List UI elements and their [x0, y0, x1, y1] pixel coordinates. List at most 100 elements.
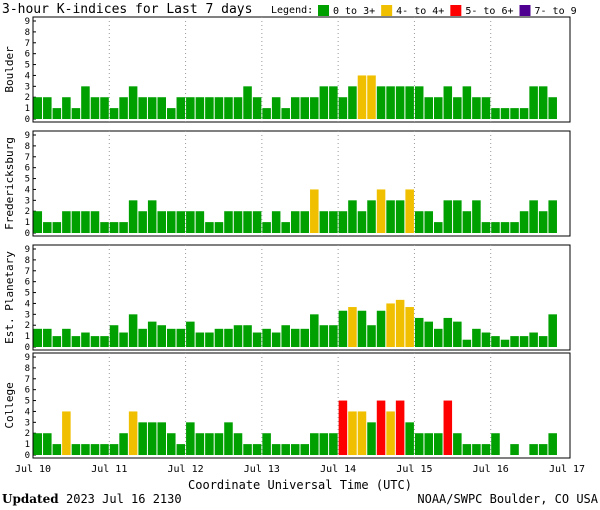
- bar: [119, 332, 128, 347]
- bar: [529, 200, 538, 233]
- bar: [500, 222, 510, 233]
- panel-label: College: [3, 382, 16, 428]
- bar: [271, 97, 281, 119]
- bar: [386, 86, 395, 119]
- bar: [300, 211, 310, 233]
- bar: [281, 444, 290, 455]
- bar: [186, 97, 195, 119]
- bar: [62, 211, 71, 233]
- bar: [157, 97, 166, 119]
- y-tick-label: 9: [25, 131, 30, 141]
- y-tick-label: 2: [25, 321, 30, 331]
- bar: [491, 108, 500, 119]
- bar: [329, 86, 338, 119]
- bar: [319, 325, 329, 347]
- bar: [71, 336, 81, 347]
- bar: [472, 328, 481, 347]
- bar: [290, 211, 300, 233]
- bar: [386, 303, 395, 347]
- legend-swatch: [450, 5, 462, 16]
- bar: [548, 200, 557, 233]
- bar: [290, 444, 300, 455]
- bar: [262, 328, 271, 347]
- y-tick-label: 4: [25, 299, 30, 309]
- bar: [262, 222, 271, 233]
- bar: [405, 86, 414, 119]
- bar: [414, 433, 424, 455]
- bar: [90, 444, 100, 455]
- bar: [491, 336, 500, 347]
- bar: [529, 332, 538, 347]
- y-tick-label: 6: [25, 278, 30, 288]
- bar: [186, 321, 195, 347]
- y-tick-label: 0: [25, 343, 30, 353]
- bar: [100, 222, 109, 233]
- legend-label: 7- to 9: [535, 6, 577, 17]
- bar: [43, 97, 52, 119]
- bar: [510, 336, 519, 347]
- legend-swatch: [318, 5, 329, 16]
- y-tick-label: 9: [25, 245, 30, 255]
- y-tick-label: 7: [25, 375, 30, 385]
- bar: [357, 211, 367, 233]
- panel-frame: [32, 130, 571, 237]
- bar: [128, 314, 138, 347]
- y-tick-label: 8: [25, 256, 30, 266]
- legend-swatch: [381, 5, 393, 16]
- bar: [510, 108, 519, 119]
- bar: [119, 222, 128, 233]
- bar: [386, 200, 395, 233]
- bar: [167, 108, 176, 119]
- bar: [443, 200, 453, 233]
- bar: [500, 108, 510, 119]
- bar: [224, 211, 233, 233]
- bar: [329, 433, 338, 455]
- bar: [453, 97, 462, 119]
- bar: [52, 108, 62, 119]
- bar: [290, 328, 300, 347]
- bar: [357, 310, 367, 347]
- footer-date: 2023 Jul 16 2130: [66, 492, 182, 506]
- bar: [243, 86, 252, 119]
- bar: [319, 211, 329, 233]
- bar: [367, 422, 376, 455]
- y-tick-label: 5: [25, 397, 30, 407]
- bar: [300, 444, 310, 455]
- x-tick-label: Jul 10: [15, 464, 51, 475]
- bar: [167, 433, 176, 455]
- y-tick-label: 1: [25, 440, 30, 450]
- bar: [348, 200, 357, 233]
- bar: [252, 332, 262, 347]
- bar: [453, 433, 462, 455]
- bar: [214, 328, 224, 347]
- legend-label: 0 to 3+: [333, 6, 375, 17]
- bar: [90, 211, 100, 233]
- bar: [205, 222, 214, 233]
- bar: [43, 328, 52, 347]
- bar: [147, 97, 157, 119]
- bar: [271, 211, 281, 233]
- x-tick-label: Jul 15: [396, 464, 432, 475]
- bar: [176, 444, 186, 455]
- bar: [548, 97, 557, 119]
- footer-label: Updated: [2, 492, 59, 506]
- bar: [519, 108, 529, 119]
- bar: [462, 444, 472, 455]
- bar: [443, 400, 453, 455]
- y-tick-label: 3: [25, 196, 30, 206]
- bar: [310, 433, 319, 455]
- panel-frame: [32, 244, 571, 351]
- y-tick-label: 8: [25, 364, 30, 374]
- y-tick-label: 2: [25, 207, 30, 217]
- bar: [453, 200, 462, 233]
- bar: [100, 97, 109, 119]
- bar: [472, 97, 481, 119]
- bar: [252, 97, 262, 119]
- x-tick-label: Jul 11: [91, 464, 127, 475]
- x-tick-label: Jul 17: [549, 464, 585, 475]
- bar: [119, 97, 128, 119]
- bar: [338, 97, 348, 119]
- y-tick-label: 0: [25, 229, 30, 239]
- bar: [81, 86, 90, 119]
- bar: [310, 314, 319, 347]
